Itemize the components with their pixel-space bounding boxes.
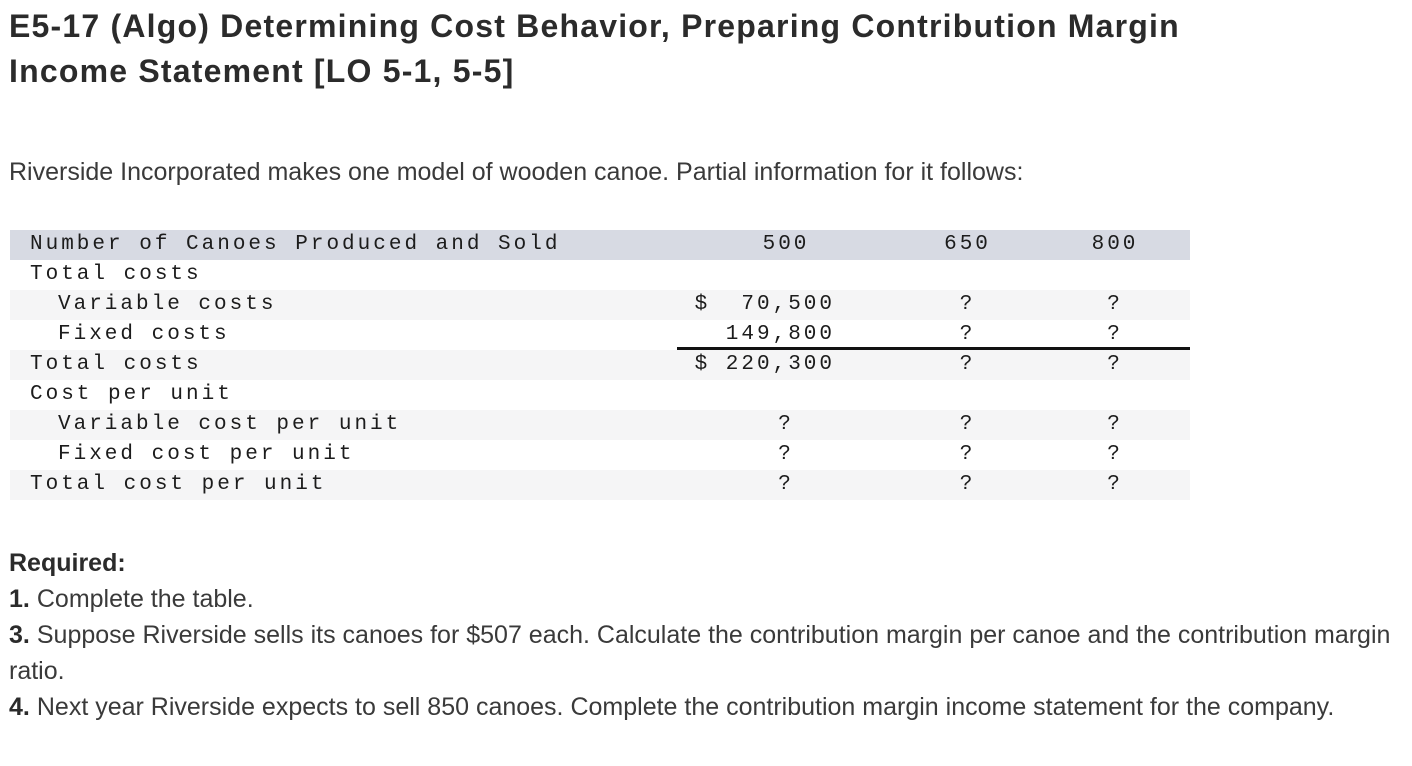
row-value: $ 220,300 bbox=[694, 353, 835, 376]
row-value bbox=[1040, 380, 1190, 410]
row-value: ? bbox=[895, 320, 1040, 350]
table-row: Cost per unit bbox=[10, 380, 1190, 410]
row-value: $ 70,500 bbox=[694, 293, 835, 316]
table-row: Total costs $ 220,300 ? ? bbox=[10, 350, 1190, 380]
problem-title: E5-17 (Algo) Determining Cost Behavior, … bbox=[9, 4, 1403, 94]
required-item-text: Complete the table. bbox=[36, 585, 254, 613]
required-item-1: 1. Complete the table. bbox=[9, 581, 1403, 617]
intro-paragraph: Riverside Incorporated makes one model o… bbox=[9, 158, 1024, 186]
required-item-text: Next year Riverside expects to sell 850 … bbox=[36, 693, 1335, 721]
row-value: ? bbox=[959, 413, 976, 436]
header-units-650: 650 bbox=[944, 233, 991, 256]
problem-title-line-2: Income Statement [LO 5-1, 5-5] bbox=[9, 53, 515, 89]
row-label: Total cost per unit bbox=[30, 473, 327, 496]
row-value: ? bbox=[959, 293, 976, 316]
row-value: ? bbox=[778, 413, 794, 436]
row-value: ? bbox=[1107, 413, 1123, 436]
table-row: Fixed costs 149,800 ? ? bbox=[10, 320, 1190, 350]
required-item-number: 1. bbox=[9, 585, 30, 613]
row-value bbox=[677, 260, 895, 290]
row-value: ? bbox=[1107, 473, 1123, 496]
row-value: ? bbox=[1107, 353, 1123, 376]
row-value: ? bbox=[778, 473, 794, 496]
row-label: Variable costs bbox=[58, 293, 277, 316]
table-row: Variable cost per unit ? ? ? bbox=[10, 410, 1190, 440]
problem-page: E5-17 (Algo) Determining Cost Behavior, … bbox=[9, 4, 1403, 725]
header-label: Number of Canoes Produced and Sold bbox=[30, 233, 561, 256]
row-label: Total costs bbox=[30, 353, 202, 376]
table-row: Total cost per unit ? ? ? bbox=[10, 470, 1190, 500]
required-section: Required: 1. Complete the table. 3. Suppos… bbox=[9, 545, 1403, 725]
row-value: ? bbox=[778, 443, 794, 466]
row-label: Variable cost per unit bbox=[58, 413, 402, 436]
row-value: ? bbox=[1107, 443, 1123, 466]
row-value: ? bbox=[959, 473, 976, 496]
row-value bbox=[677, 380, 895, 410]
required-item-text: Suppose Riverside sells its canoes for $… bbox=[9, 621, 1391, 685]
row-value: ? bbox=[1107, 293, 1123, 316]
row-value: ? bbox=[959, 443, 976, 466]
row-value bbox=[1040, 260, 1190, 290]
table-header-row: Number of Canoes Produced and Sold 500 6… bbox=[10, 230, 1190, 260]
table-row: Fixed cost per unit ? ? ? bbox=[10, 440, 1190, 470]
header-units-500: 500 bbox=[762, 233, 810, 256]
row-label: Fixed costs bbox=[58, 323, 230, 346]
required-heading: Required: bbox=[9, 549, 126, 577]
required-item-4: 4. Next year Riverside expects to sell 85… bbox=[9, 689, 1403, 725]
cost-behavior-table: Number of Canoes Produced and Sold 500 6… bbox=[10, 230, 1190, 500]
header-units-800: 800 bbox=[1091, 233, 1139, 256]
required-item-3: 3. Suppose Riverside sells its canoes for… bbox=[9, 617, 1403, 689]
required-item-number: 4. bbox=[9, 693, 30, 721]
row-value: 149,800 bbox=[677, 320, 895, 350]
row-label: Fixed cost per unit bbox=[58, 443, 355, 466]
row-label: Cost per unit bbox=[30, 383, 233, 406]
table-row: Total costs bbox=[10, 260, 1190, 290]
row-value bbox=[895, 380, 1040, 410]
row-value: ? bbox=[1040, 320, 1190, 350]
table-row: Variable costs $ 70,500 ? ? bbox=[10, 290, 1190, 320]
problem-title-line-1: E5-17 (Algo) Determining Cost Behavior, … bbox=[9, 8, 1180, 44]
row-value bbox=[895, 260, 1040, 290]
row-value: ? bbox=[959, 353, 976, 376]
required-item-number: 3. bbox=[9, 621, 30, 649]
row-label: Total costs bbox=[30, 263, 202, 286]
